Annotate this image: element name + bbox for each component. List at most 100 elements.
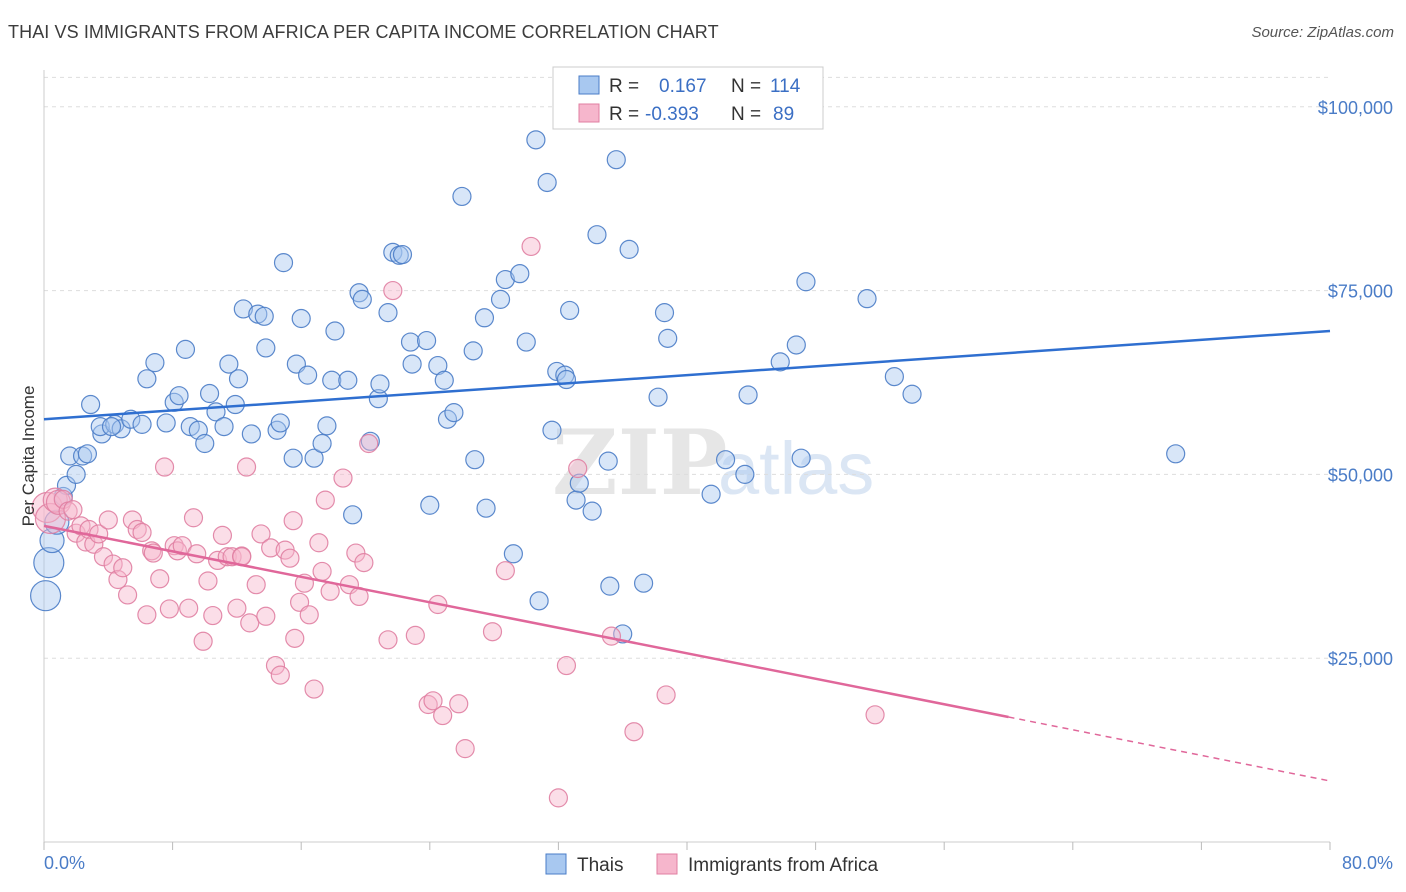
thais-point	[735, 464, 755, 484]
thais-point	[560, 300, 580, 321]
thais-point	[256, 338, 276, 358]
africa-point	[179, 598, 199, 618]
thais-point	[526, 130, 546, 150]
thais-point	[312, 433, 332, 454]
data-points	[30, 130, 1186, 808]
africa-point	[132, 522, 152, 543]
x-tick-label-max: 80.0%	[1342, 853, 1393, 873]
thais-point	[416, 330, 437, 351]
africa-point	[285, 628, 305, 648]
thais-point	[648, 387, 668, 407]
africa-point	[354, 553, 374, 573]
thais-point	[569, 473, 589, 493]
thais-point	[132, 414, 152, 434]
thais-point	[474, 308, 495, 328]
africa-point	[256, 606, 276, 626]
africa-point	[117, 585, 138, 605]
series-legend-thais: Thais	[577, 855, 623, 876]
africa-point	[265, 655, 286, 676]
africa-point	[227, 598, 247, 618]
legend-swatch-thais	[578, 75, 600, 95]
africa-point	[154, 457, 175, 477]
series-legend: Thais Immigrants from Africa	[545, 853, 878, 876]
africa-point	[34, 502, 67, 535]
africa-point	[137, 605, 157, 625]
thais-point	[495, 269, 515, 290]
thais-point	[30, 580, 62, 612]
chart-title: THAI VS IMMIGRANTS FROM AFRICA PER CAPIT…	[8, 22, 719, 42]
africa-point	[495, 561, 515, 581]
africa-point	[299, 605, 319, 625]
thais-point	[90, 416, 110, 437]
series-legend-swatch-thais	[545, 853, 567, 875]
thais-point	[392, 244, 413, 265]
thais-point	[463, 341, 483, 361]
africa-point	[53, 489, 73, 509]
axes: $25,000 $50,000 $75,000 $100,000 0.0% 80.0%	[43, 70, 1393, 873]
thais-point	[715, 450, 736, 470]
thais-point	[233, 299, 253, 319]
thais-point	[241, 424, 261, 444]
thais-point	[298, 365, 318, 385]
thais-trend-line	[43, 329, 1331, 421]
africa-point	[251, 524, 271, 544]
thais-point	[66, 464, 86, 484]
thais-point	[465, 450, 485, 470]
africa-point	[359, 433, 379, 454]
africa-point	[405, 625, 425, 645]
thais-point	[92, 424, 112, 444]
africa-point	[309, 533, 329, 553]
thais-point	[33, 547, 65, 579]
series-legend-africa: Immigrants from Africa	[688, 855, 878, 876]
y-tick-label: $50,000	[1328, 465, 1393, 485]
africa-point	[193, 631, 213, 651]
y-axis-label: Per Capita Income	[19, 386, 38, 527]
africa-point	[203, 605, 223, 626]
thais-point	[566, 490, 586, 510]
africa-point	[556, 655, 577, 676]
thais-point	[902, 384, 922, 404]
thais-point	[654, 303, 675, 323]
thais-point	[582, 501, 602, 521]
thais-point	[587, 225, 607, 245]
africa-point	[240, 613, 260, 633]
trend-lines	[43, 329, 1331, 782]
africa-point	[198, 571, 218, 591]
thais-point	[770, 352, 790, 372]
thais-point	[199, 383, 220, 404]
thais-point	[598, 451, 618, 471]
thais-point	[291, 308, 311, 329]
thais-point	[72, 446, 93, 466]
thais-point	[791, 448, 811, 468]
thais-point	[378, 303, 398, 323]
thais-point	[857, 289, 877, 309]
africa-point	[183, 508, 204, 528]
thais-point	[503, 544, 523, 564]
thais-point	[884, 366, 904, 387]
africa-point	[433, 705, 453, 726]
africa-point	[103, 554, 123, 574]
thais-point	[273, 253, 294, 273]
thais-point	[145, 353, 165, 373]
africa-point	[246, 575, 266, 595]
thais-point	[101, 416, 122, 437]
thais-point	[352, 289, 372, 309]
thais-point	[77, 444, 98, 464]
legend-r-value-africa: -0.393	[645, 104, 699, 125]
africa-point	[108, 569, 128, 590]
legend-r-label-africa: R =	[609, 104, 639, 125]
thais-point	[338, 370, 358, 390]
correlation-legend: R = 0.167 N = 114 R = -0.393 N = 89	[552, 66, 824, 130]
africa-trend-line	[43, 524, 1009, 719]
thais-point	[556, 369, 577, 390]
thais-point	[370, 374, 390, 394]
legend-n-label-thais: N =	[731, 76, 761, 97]
africa-point	[212, 525, 233, 546]
y-tick-label: $25,000	[1328, 649, 1393, 669]
africa-point	[346, 543, 366, 563]
thais-point	[510, 264, 530, 284]
thais-point	[516, 332, 536, 352]
legend-swatch-africa	[578, 103, 600, 123]
thais-point	[786, 335, 806, 355]
africa-point	[521, 236, 541, 257]
